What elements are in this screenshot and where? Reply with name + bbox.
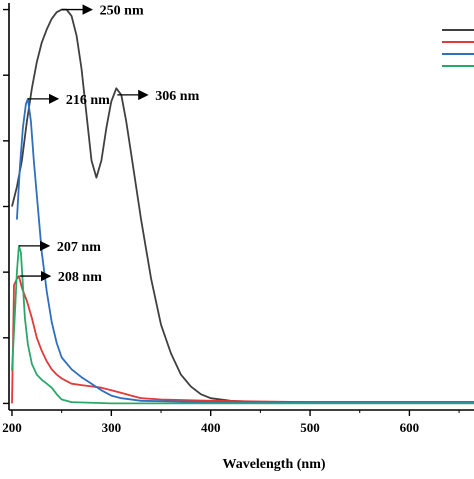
annotation-label: 216 nm (66, 93, 110, 108)
axes: 200 300 400 500 600 (2, 3, 474, 435)
annotation-label: 306 nm (155, 89, 199, 104)
x-tick-label: 400 (201, 420, 221, 435)
annotation-label: 207 nm (57, 240, 101, 255)
annotations: 250 nm 216 nm 306 nm 207 nm 208 nm (18, 4, 200, 285)
series-line-1 (11, 8, 474, 403)
series-line-3 (16, 97, 474, 403)
series-lines (11, 8, 474, 405)
x-axis-label: Wavelength (nm) (222, 457, 325, 472)
x-tick-label: 500 (300, 420, 320, 435)
x-tick-label: 600 (400, 420, 420, 435)
x-tick-label: 300 (102, 420, 122, 435)
annotation-label: 250 nm (100, 4, 144, 19)
series-line-4 (11, 245, 474, 405)
x-tick-label: 200 (2, 420, 22, 435)
legend (442, 29, 474, 67)
series-line-2 (11, 275, 474, 404)
annotation-label: 208 nm (58, 270, 102, 285)
